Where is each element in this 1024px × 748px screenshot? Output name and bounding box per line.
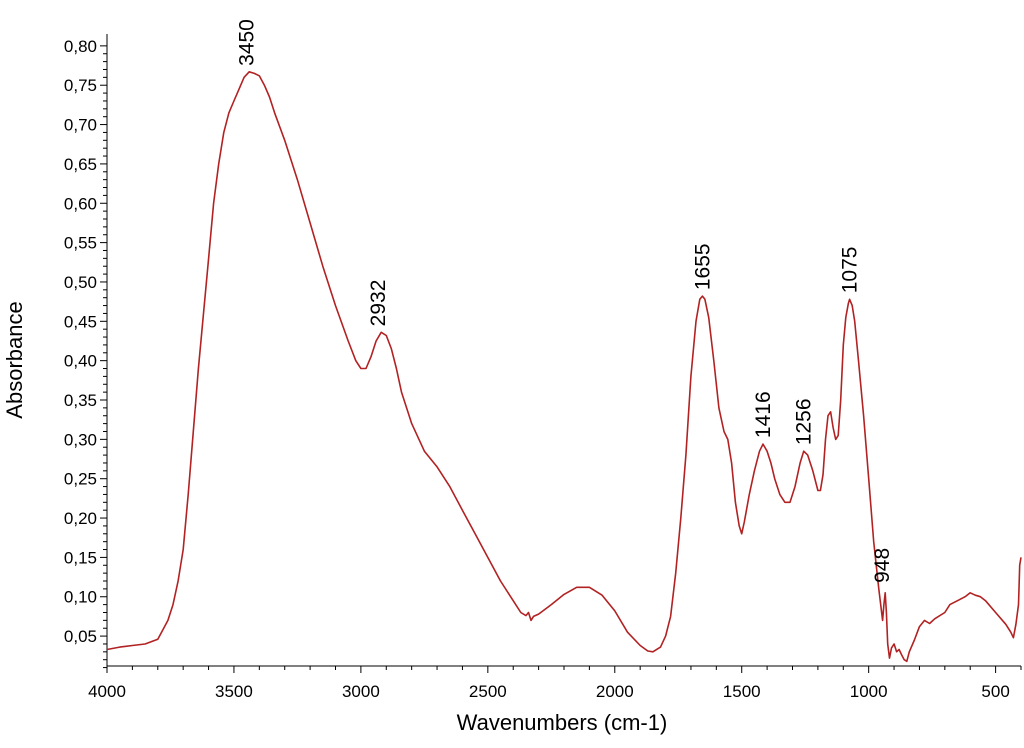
y-tick-label: 0,55 (64, 234, 97, 253)
peak-annotations: 3450 2932 1655 1416 1256 1075 948 (236, 19, 894, 583)
y-tick-label: 0,50 (64, 273, 97, 292)
y-tick-label: 0,25 (64, 470, 97, 489)
peak-label: 3450 (236, 19, 259, 66)
y-tick-label: 0,05 (64, 627, 97, 646)
peak-label: 1416 (752, 391, 775, 438)
y-axis-title: Absorbance (2, 301, 27, 418)
y-tick-label: 0,20 (64, 509, 97, 528)
x-tick-label: 2500 (469, 682, 507, 701)
axes (100, 34, 1022, 673)
x-axis-title: Wavenumbers (cm-1) (457, 710, 668, 735)
y-tick-label: 0,10 (64, 588, 97, 607)
x-tick-label: 3500 (215, 682, 253, 701)
y-tick-label: 0,45 (64, 312, 97, 331)
y-tick-label: 0,15 (64, 548, 97, 567)
y-tick-label: 0,35 (64, 391, 97, 410)
tick-labels: 4000 3500 3000 2500 2000 1500 1000 500 0,05 0,10 0… (64, 37, 1010, 701)
peak-label: 1075 (839, 247, 862, 294)
y-tick-label: 0,75 (64, 76, 97, 95)
peak-label: 948 (871, 548, 894, 583)
peak-label: 1655 (691, 243, 714, 290)
x-tick-label: 500 (981, 682, 1009, 701)
y-tick-label: 0,30 (64, 430, 97, 449)
y-tick-label: 0,80 (64, 37, 97, 56)
x-tick-label: 4000 (88, 682, 126, 701)
x-tick-label: 2000 (596, 682, 634, 701)
peak-label: 1256 (793, 398, 816, 445)
series-layer (106, 71, 1022, 663)
y-tick-label: 0,60 (64, 194, 97, 213)
x-tick-label: 1000 (850, 682, 888, 701)
x-tick-label: 3000 (342, 682, 380, 701)
y-tick-label: 0,40 (64, 352, 97, 371)
spectrum-line (106, 71, 1022, 663)
x-tick-label: 1500 (723, 682, 761, 701)
peak-label: 2932 (367, 280, 390, 327)
y-tick-label: 0,70 (64, 116, 97, 135)
y-tick-label: 0,65 (64, 155, 97, 174)
